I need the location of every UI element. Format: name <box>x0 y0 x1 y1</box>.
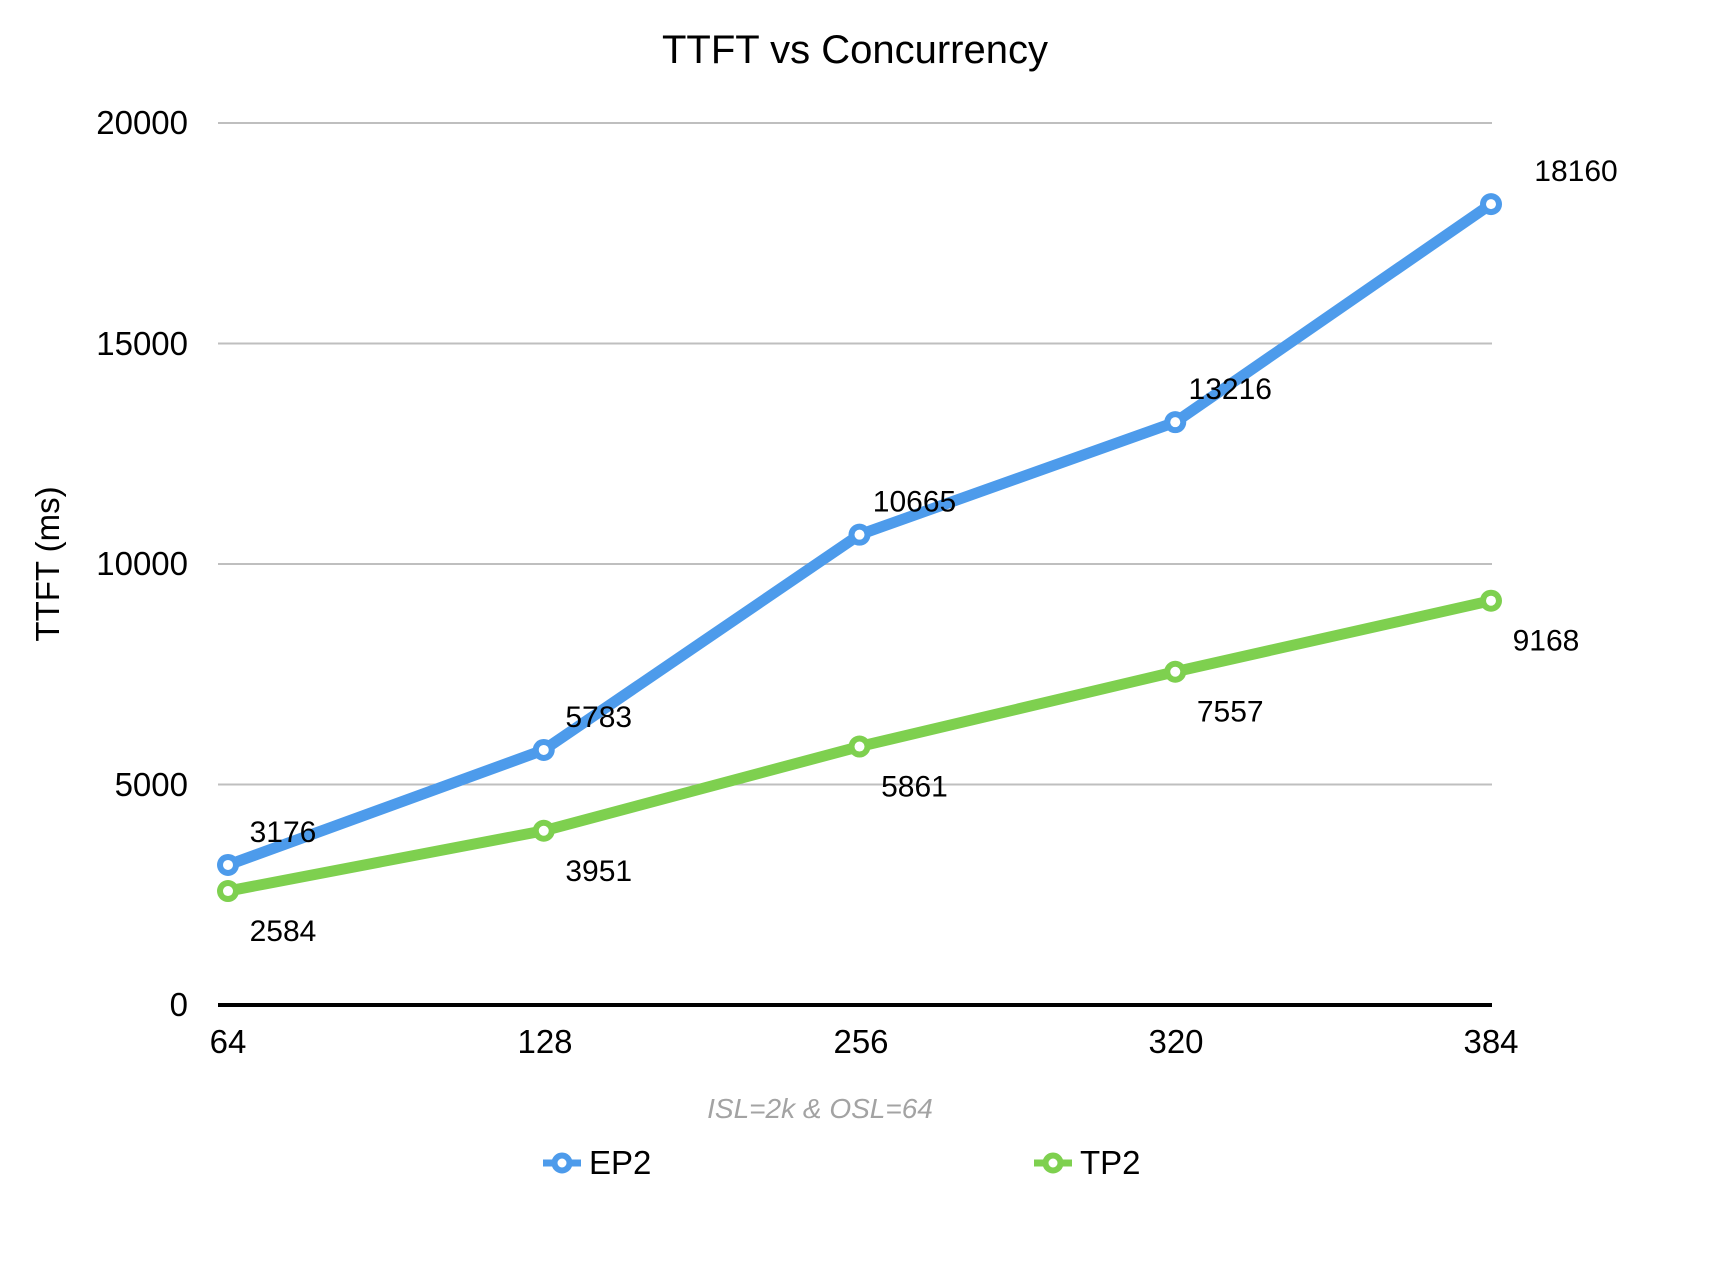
data-point-marker-hole <box>854 529 865 540</box>
x-tick-label: 128 <box>517 1023 573 1060</box>
data-point-marker-hole <box>854 741 865 752</box>
data-point-marker-hole <box>538 825 549 836</box>
data-label: 2584 <box>250 915 317 948</box>
data-point-marker-hole <box>1486 199 1496 210</box>
y-tick-label: 5000 <box>114 766 188 803</box>
y-tick-label: 0 <box>169 986 188 1023</box>
chart-title: TTFT vs Concurrency <box>662 28 1048 72</box>
data-point-marker-hole <box>1170 417 1181 428</box>
x-tick-label: 256 <box>833 1023 889 1060</box>
ep2-line-marker-icon <box>543 1152 581 1174</box>
data-label: 3951 <box>565 855 632 888</box>
data-label: 3176 <box>250 816 317 849</box>
y-tick-label: 15000 <box>96 325 188 362</box>
data-point-marker-hole <box>1170 666 1181 677</box>
data-point-marker-hole <box>223 859 233 870</box>
data-point-marker-hole <box>1486 595 1496 606</box>
data-label: 10665 <box>873 486 956 519</box>
legend-label-tp2: TP2 <box>1080 1144 1141 1181</box>
y-tick-label: 10000 <box>96 545 188 582</box>
data-label: 7557 <box>1197 696 1264 729</box>
data-label: 5861 <box>881 771 948 804</box>
x-tick-label: 384 <box>1463 1023 1519 1060</box>
x-tick-label: 64 <box>209 1023 247 1060</box>
data-label: 5783 <box>565 701 632 734</box>
data-point-marker-hole <box>223 886 233 897</box>
tp2-line-marker-icon <box>1034 1152 1072 1174</box>
legend-label-ep2: EP2 <box>589 1144 652 1181</box>
data-point-marker-hole <box>538 744 549 755</box>
x-axis-annotation: ISL=2k & OSL=64 <box>707 1093 933 1124</box>
data-label: 9168 <box>1513 625 1580 658</box>
legend-item-ep2: EP2 <box>543 1144 651 1182</box>
legend-item-tp2: TP2 <box>1034 1144 1141 1182</box>
data-label: 18160 <box>1534 155 1617 188</box>
y-tick-label: 20000 <box>96 104 188 141</box>
x-tick-label: 320 <box>1148 1023 1204 1060</box>
data-label: 13216 <box>1189 373 1272 406</box>
